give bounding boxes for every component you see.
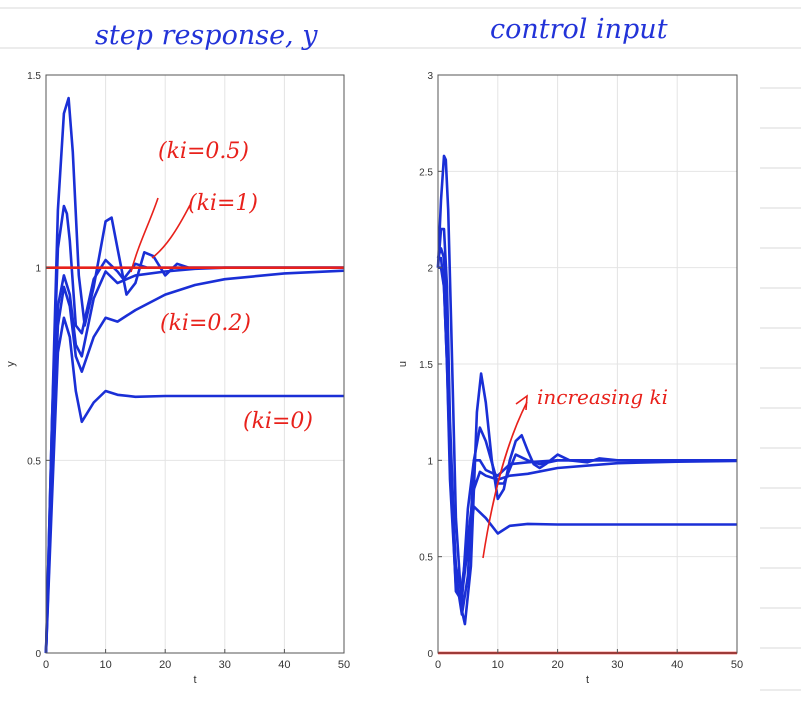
annotation-increasing-ki: increasing ki	[537, 385, 668, 409]
annotation-ki-0-2: (ki=0.2)	[160, 311, 251, 336]
x-tick-label: 10	[99, 659, 111, 671]
y-tick-label: 1	[427, 456, 433, 467]
y-tick-label: 0.5	[27, 456, 41, 467]
x-tick-label: 50	[338, 659, 350, 671]
y-tick-label: 1	[35, 264, 41, 275]
ticks-left: 0 10 20 30 40 50 0 0.5 1 1.5	[27, 71, 350, 671]
series-right	[436, 154, 738, 626]
x-tick-label: 0	[43, 659, 49, 671]
x-tick-label: 20	[159, 659, 171, 671]
y-tick-label: 0.5	[419, 553, 433, 564]
annotation-ki-1: (ki=1)	[188, 191, 258, 216]
grid-right	[437, 74, 738, 654]
series-line-2	[44, 269, 345, 654]
y-tick-label: 3	[427, 71, 433, 82]
x-tick-label: 30	[611, 659, 623, 671]
x-axis-label-left: t	[193, 674, 196, 686]
x-tick-label: 30	[219, 659, 231, 671]
y-tick-label: 2	[427, 264, 433, 275]
y-axis-label-right: u	[397, 361, 409, 367]
step-response-chart: 0 10 20 30 40 50 0 0.5 1 1.5 t y	[5, 71, 350, 686]
control-input-chart: 0 10 20 30 40 50 0 0.5 1 1.5 2 2.5 3 t u	[397, 71, 743, 686]
left-title: step response, y	[95, 20, 318, 51]
y-tick-label: 2.5	[419, 167, 433, 178]
series-line-5	[44, 96, 344, 654]
y-tick-label: 1.5	[27, 71, 41, 82]
x-tick-label: 50	[731, 659, 743, 671]
ticks-right: 0 10 20 30 40 50 0 0.5 1 1.5 2 2.5 3	[419, 71, 743, 671]
x-tick-label: 40	[671, 659, 683, 671]
y-tick-label: 0	[35, 649, 41, 660]
y-axis-label-left: y	[5, 361, 17, 367]
plot-frame-left	[45, 74, 345, 654]
annotation-arrow-ki1	[151, 204, 191, 259]
notebook-paper-lines	[0, 7, 801, 691]
right-title: control input	[490, 14, 668, 45]
series-line-5	[436, 154, 737, 626]
x-tick-label: 0	[435, 659, 441, 671]
x-axis-label-right: t	[586, 674, 589, 686]
series-line-3	[436, 247, 737, 603]
series-line-4	[436, 227, 737, 616]
y-tick-label: 1.5	[419, 360, 433, 371]
series-left	[44, 96, 345, 654]
annotations: (ki=0.5) (ki=1) (ki=0.2) (ki=0) increasi…	[130, 139, 668, 559]
annotation-ki-0-5: (ki=0.5)	[158, 139, 249, 164]
x-tick-label: 40	[278, 659, 290, 671]
x-tick-label: 10	[492, 659, 504, 671]
x-tick-label: 20	[551, 659, 563, 671]
y-tick-label: 0	[427, 649, 433, 660]
annotation-ki-0: (ki=0)	[243, 409, 313, 434]
annotation-arrowhead	[515, 394, 528, 411]
series-line-1	[44, 316, 344, 654]
annotation-arrow-increasing	[482, 401, 528, 559]
annotation-arrow-ki05	[130, 197, 159, 273]
series-line-2	[438, 256, 738, 587]
